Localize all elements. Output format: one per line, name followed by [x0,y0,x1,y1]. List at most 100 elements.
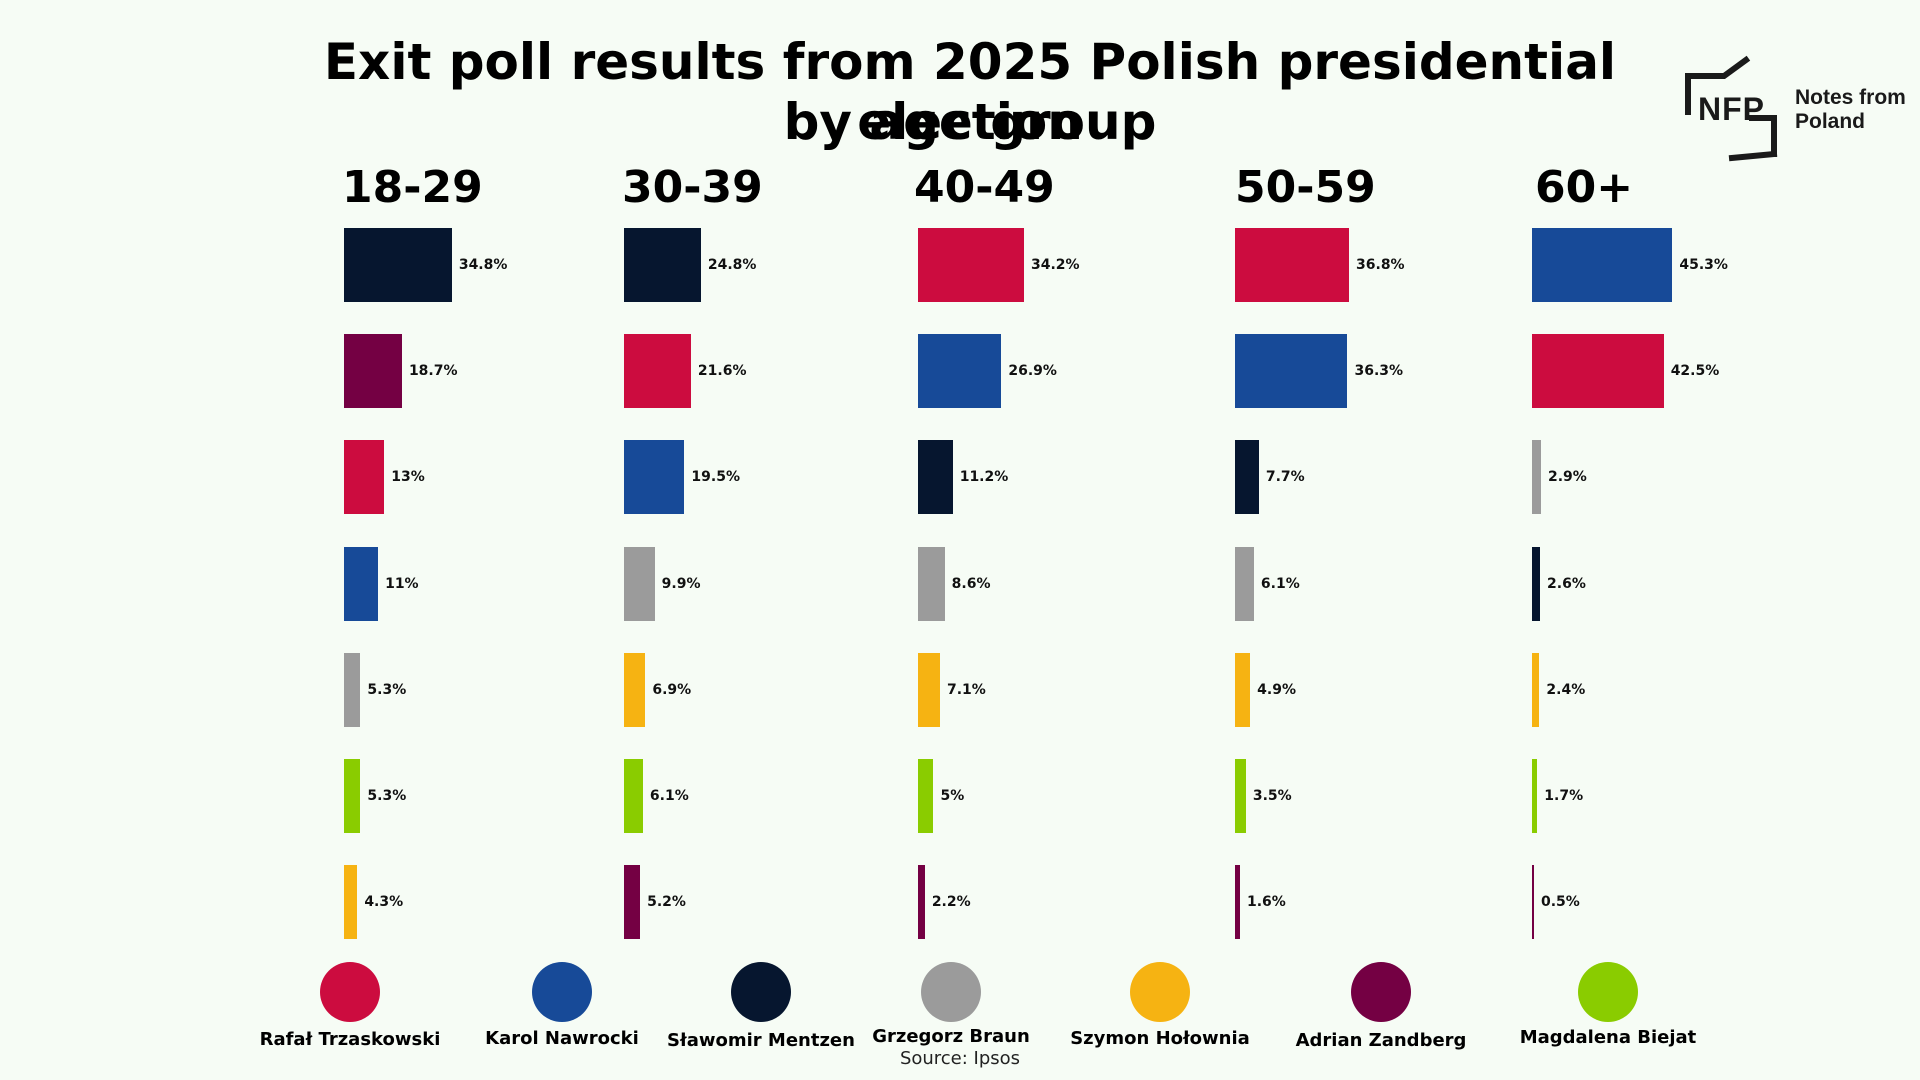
bar [918,759,934,833]
bar-value-label: 3.5% [1252,788,1292,804]
logo-mark: NFP [1698,91,1765,127]
legend-candidate-name: Adrian Zandberg [1295,1030,1467,1051]
bar-value-label: 2.9% [1547,469,1587,486]
bar [1532,759,1538,833]
bar-value-label: 34.8% [458,257,508,273]
bar [344,865,358,940]
age-group-header: 40-49 [914,162,1055,213]
bar-value-label: 45.3% [1679,257,1728,273]
bar-value-label: 21.6% [697,363,747,380]
legend-candidate-name: Szymon Hołownia [1070,1028,1250,1049]
bar [1532,652,1540,727]
bar-value-label: 19.5% [691,469,740,486]
chart-title-line-1: Exit poll results from 2025 Polish presi… [323,33,1617,151]
bar-value-label: 0.5% [1541,894,1580,911]
bar [1532,865,1534,940]
bar [918,546,945,621]
bar [624,228,701,302]
bar [918,440,953,515]
bar [918,652,940,727]
bar-value-label: 9.9% [661,575,701,592]
logo-frame-top [1685,55,1751,115]
bar [624,652,646,727]
bar [624,865,641,940]
logo-frame-bottom [1749,115,1777,157]
bar [1235,228,1350,302]
bar-value-label: 7.7% [1265,469,1305,486]
bar-value-label: 1.6% [1246,894,1286,911]
bar [1235,759,1246,833]
logo-text-line-1: Notes from [1795,86,1906,109]
bar [624,546,655,621]
bar [918,865,925,940]
bar-value-label: 36.3% [1354,363,1404,380]
bar [344,334,402,409]
bar [1235,865,1240,940]
legend-swatch [731,962,791,1022]
bar-value-label: 2.4% [1546,681,1586,698]
legend-swatch [921,962,981,1022]
bar [1235,546,1254,621]
bar-value-label: 36.8% [1356,257,1405,273]
legend-candidate-name: Sławomir Mentzen [667,1030,855,1051]
age-group-header: 50-59 [1235,162,1376,213]
bar-value-label: 4.3% [364,894,404,911]
legend-candidate-name: Rafał Trzaskowski [259,1029,441,1050]
bar-value-label: 34.2% [1030,257,1080,273]
bar-value-label: 11.2% [959,469,1009,486]
bar [624,759,643,833]
age-group-header: 18-29 [342,162,483,213]
bar [1532,228,1673,302]
bar [624,334,691,409]
bar-value-label: 8.6% [951,575,991,592]
bar-value-label: 6.9% [652,681,692,698]
bar [1235,440,1259,515]
bar [344,652,361,727]
bar-value-label: 13% [391,469,425,486]
age-group-header: 60+ [1535,162,1634,213]
legend-candidate-name: Karol Nawrocki [485,1028,639,1049]
bar-value-label: 4.9% [1257,681,1296,698]
source-note: Source: Ipsos [899,1048,1021,1069]
legend-swatch [1130,962,1190,1022]
bar-value-label: 7.1% [947,681,986,698]
bar-value-label: 5.3% [367,681,407,698]
bar-value-label: 2.2% [931,894,971,911]
bar [1532,546,1541,621]
nfp-logo: NFP [1685,55,1778,162]
bar-value-label: 1.7% [1544,788,1584,804]
bar [344,546,379,621]
legend-swatch [532,962,592,1022]
bar-value-label: 6.1% [1260,575,1300,592]
age-group-header: 30-39 [622,162,763,213]
bar [1235,334,1348,409]
bar [1532,440,1541,515]
bar-value-label: 11% [385,575,419,592]
bar-value-label: 5.2% [647,894,686,911]
bar-value-label: 24.8% [707,257,757,273]
bar-value-label: 5.3% [367,788,407,804]
bar [344,228,452,302]
chart-title-line-2: by age group [783,93,1157,151]
legend-swatch [1578,962,1638,1022]
legend-swatch [320,962,380,1022]
bar-value-label: 6.1% [649,788,689,804]
bar-value-label: 18.7% [408,363,458,380]
legend-candidate-name: Magdalena Biejat [1519,1027,1697,1048]
bar [344,440,385,515]
legend-swatch [1351,962,1411,1022]
bar-value-label: 2.6% [1547,575,1586,592]
bar-value-label: 5% [940,788,965,804]
bar [918,334,1002,409]
bar [918,228,1024,302]
bar-value-label: 42.5% [1670,363,1720,380]
bar-value-label: 26.9% [1008,363,1057,380]
logo-text-line-2: Poland [1795,110,1866,133]
logo-frame-tail [1728,150,1778,162]
legend-candidate-name: Grzegorz Braun [872,1026,1030,1047]
bar [624,440,685,515]
bar [1532,334,1664,409]
bar [344,759,361,833]
bar [1235,652,1251,727]
